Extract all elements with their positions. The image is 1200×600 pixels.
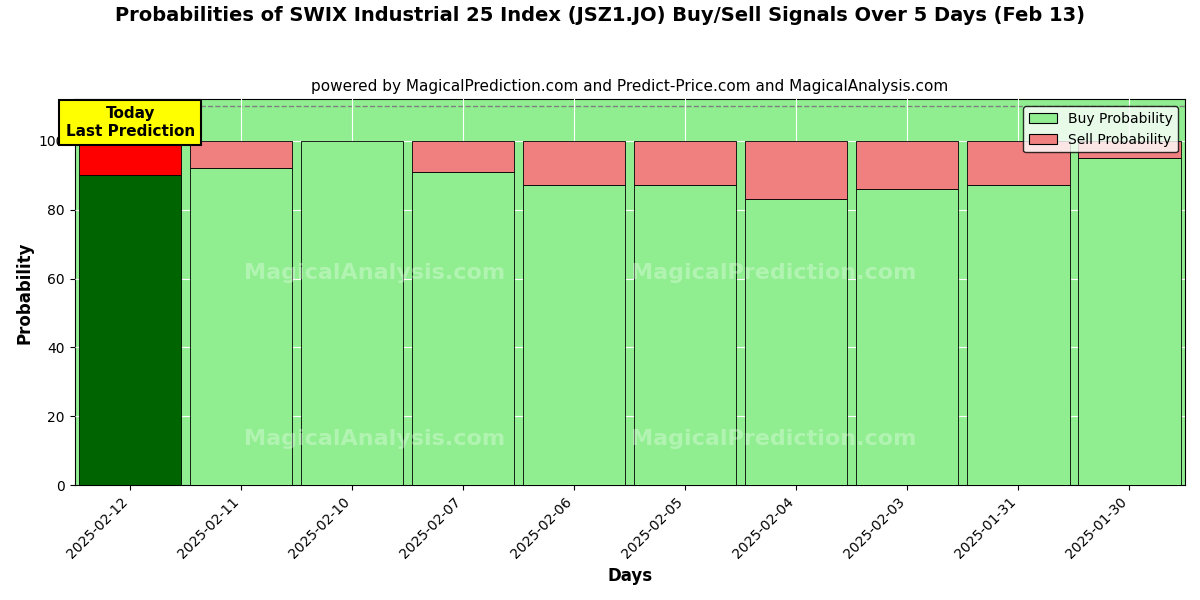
Text: MagicalAnalysis.com: MagicalAnalysis.com	[244, 429, 505, 449]
Bar	[301, 140, 403, 485]
Text: Today
Last Prediction: Today Last Prediction	[66, 106, 194, 139]
Bar	[79, 175, 181, 485]
Bar	[1079, 158, 1181, 485]
Text: MagicalAnalysis.com: MagicalAnalysis.com	[244, 263, 505, 283]
Bar	[967, 140, 1069, 185]
Bar	[190, 168, 293, 485]
Bar	[635, 140, 737, 185]
Y-axis label: Probability: Probability	[16, 241, 34, 344]
Bar	[412, 140, 515, 172]
X-axis label: Days: Days	[607, 567, 653, 585]
Bar	[79, 140, 181, 175]
Text: MagicalPrediction.com: MagicalPrediction.com	[631, 429, 917, 449]
Bar	[1079, 140, 1181, 158]
Bar	[745, 199, 847, 485]
Text: MagicalPrediction.com: MagicalPrediction.com	[631, 263, 917, 283]
Bar	[190, 140, 293, 168]
Bar	[523, 140, 625, 185]
Bar	[635, 185, 737, 485]
Bar	[745, 140, 847, 199]
Bar	[857, 189, 959, 485]
Bar	[412, 172, 515, 485]
Bar	[523, 185, 625, 485]
Text: Probabilities of SWIX Industrial 25 Index (JSZ1.JO) Buy/Sell Signals Over 5 Days: Probabilities of SWIX Industrial 25 Inde…	[115, 6, 1085, 25]
Legend: Buy Probability, Sell Probability: Buy Probability, Sell Probability	[1024, 106, 1178, 152]
Bar	[857, 140, 959, 189]
Title: powered by MagicalPrediction.com and Predict-Price.com and MagicalAnalysis.com: powered by MagicalPrediction.com and Pre…	[311, 79, 948, 94]
Bar	[967, 185, 1069, 485]
